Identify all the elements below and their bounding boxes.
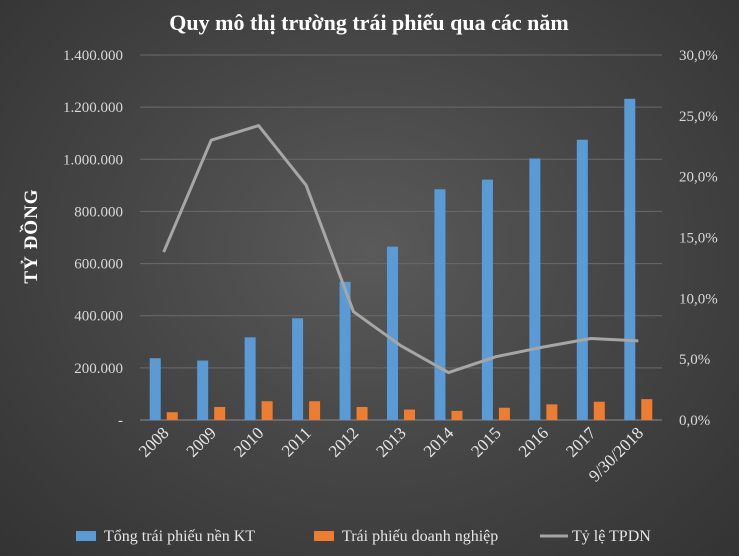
left-tick-label: 1.200.000 [63,100,123,116]
right-tick-label: 0,0% [679,413,710,429]
total-bond-bar [624,98,636,421]
right-tick-label: 30,0% [679,48,718,64]
category-label: 2014 [420,423,458,461]
left-tick-label: 400.000 [74,309,123,325]
category-label: 2017 [562,423,600,461]
corporate-bond-bar [214,406,226,420]
corporate-bond-bar [641,399,653,420]
bars [149,98,653,421]
total-bond-bar [339,281,351,420]
category-label: 2016 [515,423,552,460]
category-label: 2015 [467,423,504,460]
legend-bar-swatch [314,531,334,541]
corporate-bond-bar [166,412,178,420]
right-axis-ticks: 0,0% 5,0% 10,0% 15,0% 20,0% 25,0% 30,0% [679,48,718,429]
legend-label: Tổng trái phiếu nền KT [104,528,255,545]
gridlines [140,54,662,421]
corporate-bond-bar [498,407,510,420]
category-label: 2013 [372,423,409,460]
right-tick-label: 15,0% [679,231,718,247]
total-bond-bar [387,246,398,420]
total-bond-bar [481,179,493,420]
total-bond-bar [149,358,161,420]
corporate-bond-bar [309,401,321,420]
right-tick-label: 20,0% [679,170,718,186]
right-tick-label: 10,0% [679,291,718,307]
left-axis-ticks: - 200.000 400.000 600.000 800.000 1.000.000 1.… [63,48,123,429]
left-tick-label: 200.000 [74,361,123,377]
left-tick-label: - [118,413,123,429]
ratio-line [162,124,639,375]
corporate-bond-bar [546,404,558,420]
corporate-bond-bar [593,401,605,420]
category-label: 2010 [230,423,267,460]
left-tick-label: 800.000 [74,204,123,220]
legend-bar-swatch [76,531,96,541]
left-tick-label: 1.400.000 [63,48,123,64]
total-bond-bar [434,189,446,420]
corporate-bond-bar [404,409,415,420]
corporate-bond-bar [451,410,463,420]
legend-label: Trái phiếu doanh nghiệp [342,528,498,545]
legend: Tổng trái phiếu nền KT Trái phiếu doanh n… [76,528,651,545]
right-tick-label: 5,0% [679,352,710,368]
total-bond-bar [244,337,256,420]
y-axis-label: TỶ ĐỒNG [20,188,42,283]
left-tick-label: 1.000.000 [63,152,123,168]
x-axis-labels: 2008 2009 2010 2011 2012 2013 2014 2015 2016 2017… [135,423,647,486]
right-tick-label: 25,0% [679,109,718,125]
total-bond-bar [576,139,588,420]
category-label: 2011 [278,423,315,460]
total-bond-bar [292,318,304,420]
total-bond-bar [197,360,209,420]
legend-label: Tỷ lệ TPDN [572,528,651,545]
category-label: 2008 [135,423,172,460]
corporate-bond-bar [261,401,273,420]
category-label: 2009 [183,423,220,460]
chart-title: Quy mô thị trường trái phiếu qua các năm [169,10,568,35]
left-tick-label: 600.000 [74,257,123,273]
total-bond-bar [529,158,541,420]
corporate-bond-bar [356,406,368,420]
category-label: 2012 [325,423,362,460]
corporate-bond-ratio-line [162,124,639,375]
